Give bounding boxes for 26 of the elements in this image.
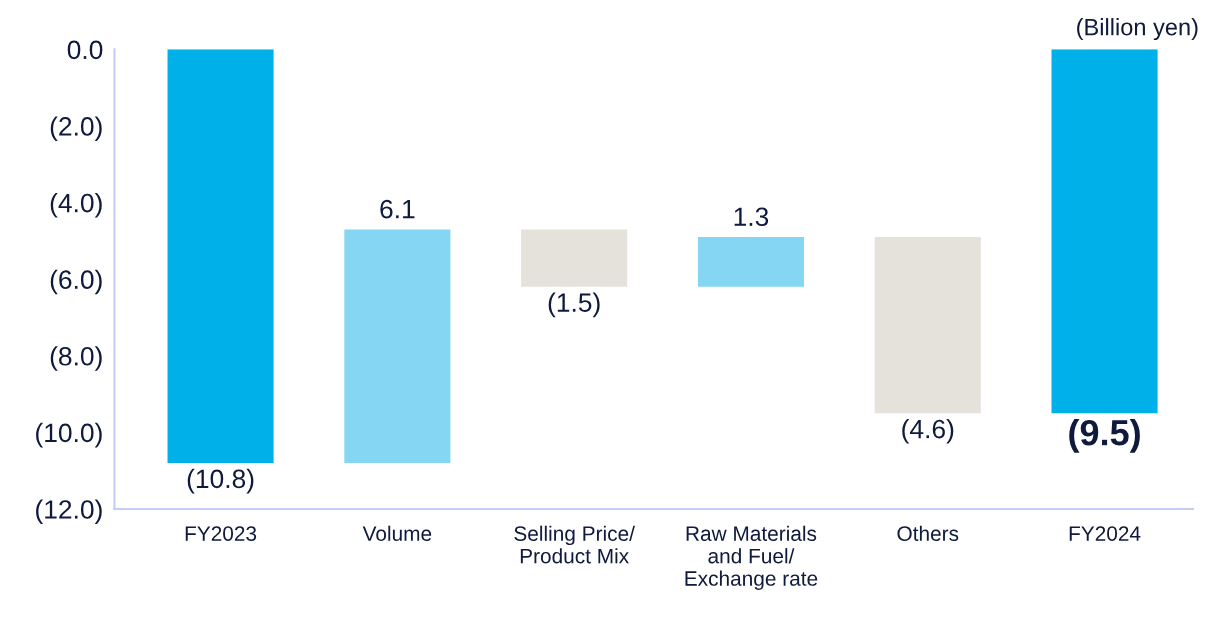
bar bbox=[521, 229, 628, 287]
data-label: (4.6) bbox=[902, 419, 954, 444]
data-label: 6.1 bbox=[380, 199, 415, 219]
y-tick-label: (4.0) bbox=[50, 193, 102, 218]
y-tick-label: (8.0) bbox=[50, 346, 102, 371]
bar bbox=[167, 49, 274, 464]
bar bbox=[697, 237, 804, 287]
x-tick-label: Raw Materials and Fuel/ Exchange rate bbox=[685, 525, 818, 590]
data-label: 1.3 bbox=[734, 207, 769, 227]
data-label: (1.5) bbox=[548, 292, 600, 318]
bar bbox=[1051, 49, 1158, 414]
y-tick-label: (10.0) bbox=[36, 422, 102, 448]
y-tick-label: (6.0) bbox=[50, 269, 102, 295]
x-tick-label: FY2024 bbox=[1069, 526, 1141, 541]
x-tick-label: Others bbox=[897, 525, 959, 541]
x-tick-label: Volume bbox=[362, 525, 432, 541]
y-tick-label: (2.0) bbox=[50, 116, 102, 141]
data-label: (10.8) bbox=[187, 468, 254, 494]
x-tick-label: FY2023 bbox=[185, 526, 257, 541]
bar bbox=[344, 229, 451, 464]
text: (Billion yen) bbox=[1077, 18, 1198, 41]
x-tick-label: Selling Price/ Product Mix bbox=[514, 525, 635, 564]
y-tick-label: (12.0) bbox=[36, 499, 102, 525]
bar bbox=[874, 237, 981, 414]
data-label: (9.5) bbox=[1069, 419, 1140, 453]
y-tick-label: 0.0 bbox=[67, 40, 103, 60]
